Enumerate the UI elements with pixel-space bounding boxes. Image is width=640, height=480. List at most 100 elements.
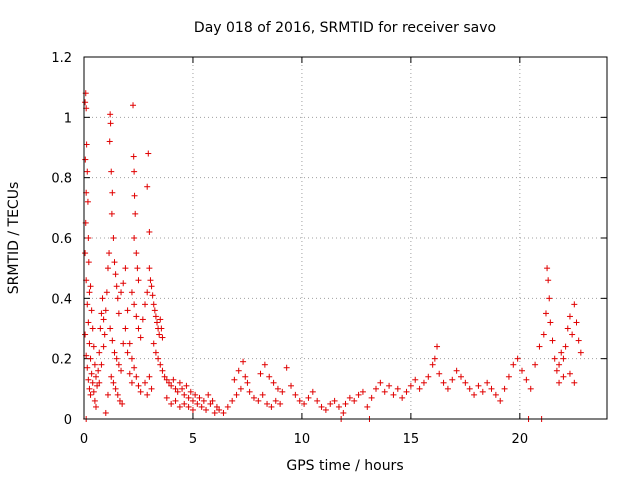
data-point <box>128 289 135 296</box>
data-point <box>237 385 244 392</box>
data-point <box>151 307 158 314</box>
data-point <box>484 379 491 386</box>
data-point <box>84 301 91 308</box>
data-point <box>264 400 271 407</box>
data-point <box>130 153 137 160</box>
data-point <box>296 397 303 404</box>
x-tick-label: 20 <box>512 432 529 447</box>
data-point <box>431 355 438 362</box>
data-point <box>497 397 504 404</box>
data-point <box>96 379 103 386</box>
data-point <box>394 385 401 392</box>
x-tick-label: 0 <box>80 432 88 447</box>
data-point <box>272 397 279 404</box>
data-point <box>181 400 188 407</box>
data-point <box>88 307 95 314</box>
data-point <box>148 283 155 290</box>
data-point <box>172 385 179 392</box>
data-point <box>261 361 268 368</box>
data-point <box>150 301 157 308</box>
data-point <box>390 391 397 398</box>
data-point <box>233 391 240 398</box>
data-point <box>213 403 220 410</box>
data-point <box>492 391 499 398</box>
data-point <box>556 361 563 368</box>
data-point <box>100 316 107 323</box>
data-point <box>514 355 521 362</box>
data-point <box>161 373 168 380</box>
data-point <box>436 370 443 377</box>
data-point <box>82 156 89 163</box>
data-point <box>549 337 556 344</box>
data-point <box>571 301 578 308</box>
data-point <box>407 382 414 389</box>
data-point <box>86 385 93 392</box>
data-point <box>87 391 94 398</box>
data-point <box>505 373 512 380</box>
data-point <box>501 385 508 392</box>
data-point <box>113 355 120 362</box>
data-point <box>137 388 144 395</box>
data-point <box>314 397 321 404</box>
data-point <box>135 277 142 284</box>
data-point <box>205 391 212 398</box>
data-point <box>155 355 162 362</box>
data-point <box>133 373 140 380</box>
data-point <box>146 373 153 380</box>
data-point <box>542 310 549 317</box>
data-point <box>434 343 441 350</box>
data-point <box>131 168 138 175</box>
data-point <box>84 364 91 371</box>
data-point <box>560 373 567 380</box>
data-point <box>355 391 362 398</box>
data-point <box>519 367 526 374</box>
data-point <box>106 250 113 257</box>
data-point <box>229 397 236 404</box>
data-point <box>242 373 249 380</box>
data-point <box>279 388 286 395</box>
data-point <box>111 349 118 356</box>
data-point <box>246 388 253 395</box>
data-point <box>183 382 190 389</box>
data-point <box>462 379 469 386</box>
data-point <box>216 406 223 413</box>
data-point <box>274 385 281 392</box>
data-point <box>163 394 170 401</box>
data-point <box>573 319 580 326</box>
data-point <box>91 397 98 404</box>
data-point <box>133 313 140 320</box>
data-point <box>142 301 149 308</box>
data-point <box>198 403 205 410</box>
data-point <box>107 325 114 332</box>
data-point <box>257 370 264 377</box>
data-point <box>107 111 114 118</box>
data-point <box>203 406 210 413</box>
data-point <box>453 367 460 374</box>
data-point <box>134 265 141 272</box>
data-point <box>88 370 95 377</box>
data-point <box>562 343 569 350</box>
data-point <box>449 376 456 383</box>
data-point <box>266 373 273 380</box>
data-point <box>130 102 137 109</box>
data-point <box>85 259 92 266</box>
x-tick-label: 5 <box>189 432 197 447</box>
y-tick-label: 0.8 <box>51 172 72 187</box>
data-point <box>283 364 290 371</box>
data-point <box>116 397 123 404</box>
data-point <box>185 403 192 410</box>
data-point <box>102 409 109 416</box>
x-tick-label: 10 <box>294 432 311 447</box>
data-point <box>99 295 106 302</box>
data-point <box>87 355 94 362</box>
data-point <box>364 403 371 410</box>
data-point <box>209 397 216 404</box>
data-point <box>86 340 93 347</box>
data-point <box>157 316 164 323</box>
data-point <box>399 394 406 401</box>
data-point <box>479 388 486 395</box>
grid-lines <box>84 57 607 419</box>
data-point <box>536 343 543 350</box>
data-point <box>120 280 127 287</box>
data-point <box>386 382 393 389</box>
